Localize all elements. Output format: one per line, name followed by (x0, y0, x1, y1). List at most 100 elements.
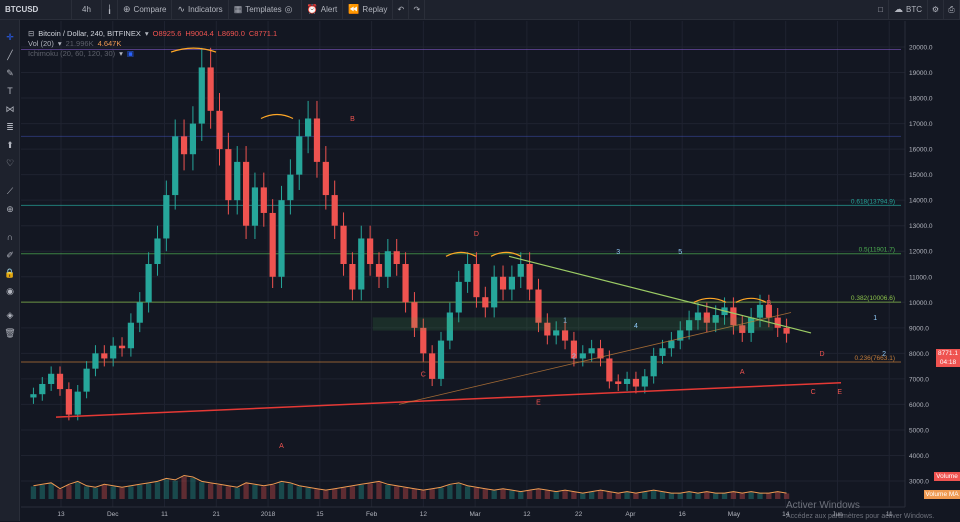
candle-body (189, 123, 197, 155)
wave-label: 3 (616, 249, 620, 256)
stay-drawing-tool[interactable]: ✐ (0, 248, 20, 262)
volume-bar (766, 493, 772, 499)
candle-body (429, 353, 436, 379)
lock-tool[interactable]: 🔒 (0, 266, 20, 280)
volume-bar (739, 493, 745, 499)
candle-body (526, 264, 533, 290)
replay-button[interactable]: ⏪ Replay (343, 0, 394, 20)
candle-body (207, 67, 214, 111)
last-price-badge: 8771.1 (936, 349, 960, 358)
ichimoku-label: Ichimoku (20, 60, 120, 30) (28, 48, 116, 58)
volume-bar (411, 489, 418, 499)
candle-body (632, 378, 640, 387)
volume-bar (30, 486, 37, 499)
drawings (55, 47, 842, 418)
dropdown-icon[interactable]: ▾ (119, 48, 123, 58)
indicators-button[interactable]: ∿ Indicators (172, 0, 229, 20)
volume-bar (252, 485, 258, 499)
fib-icon: ≣ (6, 122, 14, 132)
candle-body (278, 200, 285, 277)
redo-icon: ↷ (413, 5, 421, 14)
volume-bar (509, 490, 515, 499)
undo-icon: ↶ (397, 5, 405, 14)
candle-body (56, 373, 64, 390)
settings-square-icon[interactable]: ▣ (126, 48, 134, 58)
volume-bar (695, 493, 701, 499)
price-axis[interactable]: 20000.0 19000.0 18000.0 17000.0 16000.0 15000… (904, 21, 960, 521)
volume-bar (491, 490, 497, 499)
volume-bar (580, 493, 586, 499)
candle-style-button[interactable]: ╽ (102, 0, 118, 20)
candle-body (48, 373, 55, 384)
candle-body (411, 302, 418, 328)
candle-body (694, 312, 702, 321)
candle-body (464, 264, 471, 282)
candles (30, 47, 790, 421)
wave-label: E (536, 399, 541, 406)
candle-body (535, 289, 542, 323)
heart-icon: ♡ (5, 158, 15, 168)
legend-ichimoku-row: Ichimoku (20, 60, 120, 30) ▾ ▣ (28, 48, 277, 58)
wave-label: D (474, 231, 479, 238)
crosshair-tool[interactable]: ✛ (0, 30, 20, 44)
icons-tool[interactable]: ♡ (0, 156, 20, 170)
drawing-toolbar: ✛ ╱ ✎ T ⋈ ≣ ⬆ ♡ ⟋ ⊕ ∩ ✐ 🔒 ◉ ◈ 🗑 (0, 20, 20, 521)
candle-body (597, 348, 604, 359)
chart-background (21, 21, 960, 521)
fib-tool[interactable]: ≣ (0, 120, 20, 134)
trendline-tool[interactable]: ╱ (0, 48, 20, 62)
undo-button[interactable]: ↶ (393, 0, 410, 20)
candle-body (650, 355, 657, 377)
fib-label: 0.618(13794.9) (851, 198, 895, 205)
candle-body (145, 264, 152, 303)
time-tick: 13 (57, 511, 65, 518)
time-axis[interactable]: 13 Dec 11 21 2018 15 Feb 12 Mar 12 22 Apr 16 May 14 Jun… (21, 506, 905, 518)
volume-bar (216, 485, 223, 499)
volume-bar (92, 487, 99, 499)
fullscreen-button[interactable]: □ (873, 0, 889, 20)
layers-tool[interactable]: ◈ (0, 308, 20, 322)
eye-icon: ◉ (6, 286, 14, 296)
visibility-tool[interactable]: ◉ (0, 284, 20, 298)
price-tick: 7000.0 (909, 376, 929, 383)
settings-button[interactable]: ⚙ (928, 0, 944, 20)
text-tool[interactable]: T (0, 84, 20, 98)
volume-bar (748, 492, 754, 499)
candle-body (561, 330, 569, 341)
volume-bar (48, 483, 54, 499)
symbol-search[interactable]: BTCUSD (0, 0, 72, 20)
templates-button[interactable]: ▦ Templates ◎ (229, 0, 302, 20)
candle-body (65, 389, 72, 415)
alert-button[interactable]: ⏰ Alert (302, 0, 344, 20)
interval-button[interactable]: 4h (72, 0, 102, 20)
volume-bar (668, 493, 675, 499)
volume-bar (349, 486, 356, 499)
candle-body (482, 297, 489, 308)
rising-trendline (398, 312, 792, 405)
dropdown-icon[interactable]: ▾ (144, 28, 149, 38)
dropdown-icon[interactable]: ▾ (57, 38, 62, 48)
compare-button[interactable]: ⊕ Compare (118, 0, 173, 20)
redo-button[interactable]: ↷ (409, 0, 426, 20)
price-tick: 9000.0 (909, 325, 929, 332)
lock-icon: 🔒 (4, 268, 16, 278)
volume-value: 4.647K (97, 38, 122, 48)
pattern-tool[interactable]: ⋈ (0, 102, 20, 116)
arrow-up-icon: ⬆ (6, 140, 14, 150)
trash-tool[interactable]: 🗑 (0, 326, 20, 340)
volume-badge: Volume (934, 472, 960, 481)
price-chart[interactable]: 0.618(13794.9) 0.5(11901.7) 0.382(10006.6)… (21, 21, 960, 521)
price-tick: 10000.0 (909, 300, 933, 307)
brush-tool[interactable]: ✎ (0, 66, 20, 80)
snapshot-button[interactable]: ⎙ (944, 0, 960, 20)
forecast-tool[interactable]: ⬆ (0, 138, 20, 152)
magnet-tool[interactable]: ∩ (0, 230, 20, 244)
zoom-tool[interactable]: ⊕ (0, 202, 20, 216)
time-tick: Mar (470, 511, 482, 518)
currency-button[interactable]: ☁ BTC (889, 0, 928, 20)
collapse-icon[interactable]: ⊟ (28, 28, 35, 38)
indicators-icon: ∿ (177, 4, 185, 14)
measure-tool[interactable]: ⟋ (0, 184, 20, 198)
ruler-icon: ⟋ (6, 186, 14, 196)
time-tick: May (728, 511, 741, 518)
